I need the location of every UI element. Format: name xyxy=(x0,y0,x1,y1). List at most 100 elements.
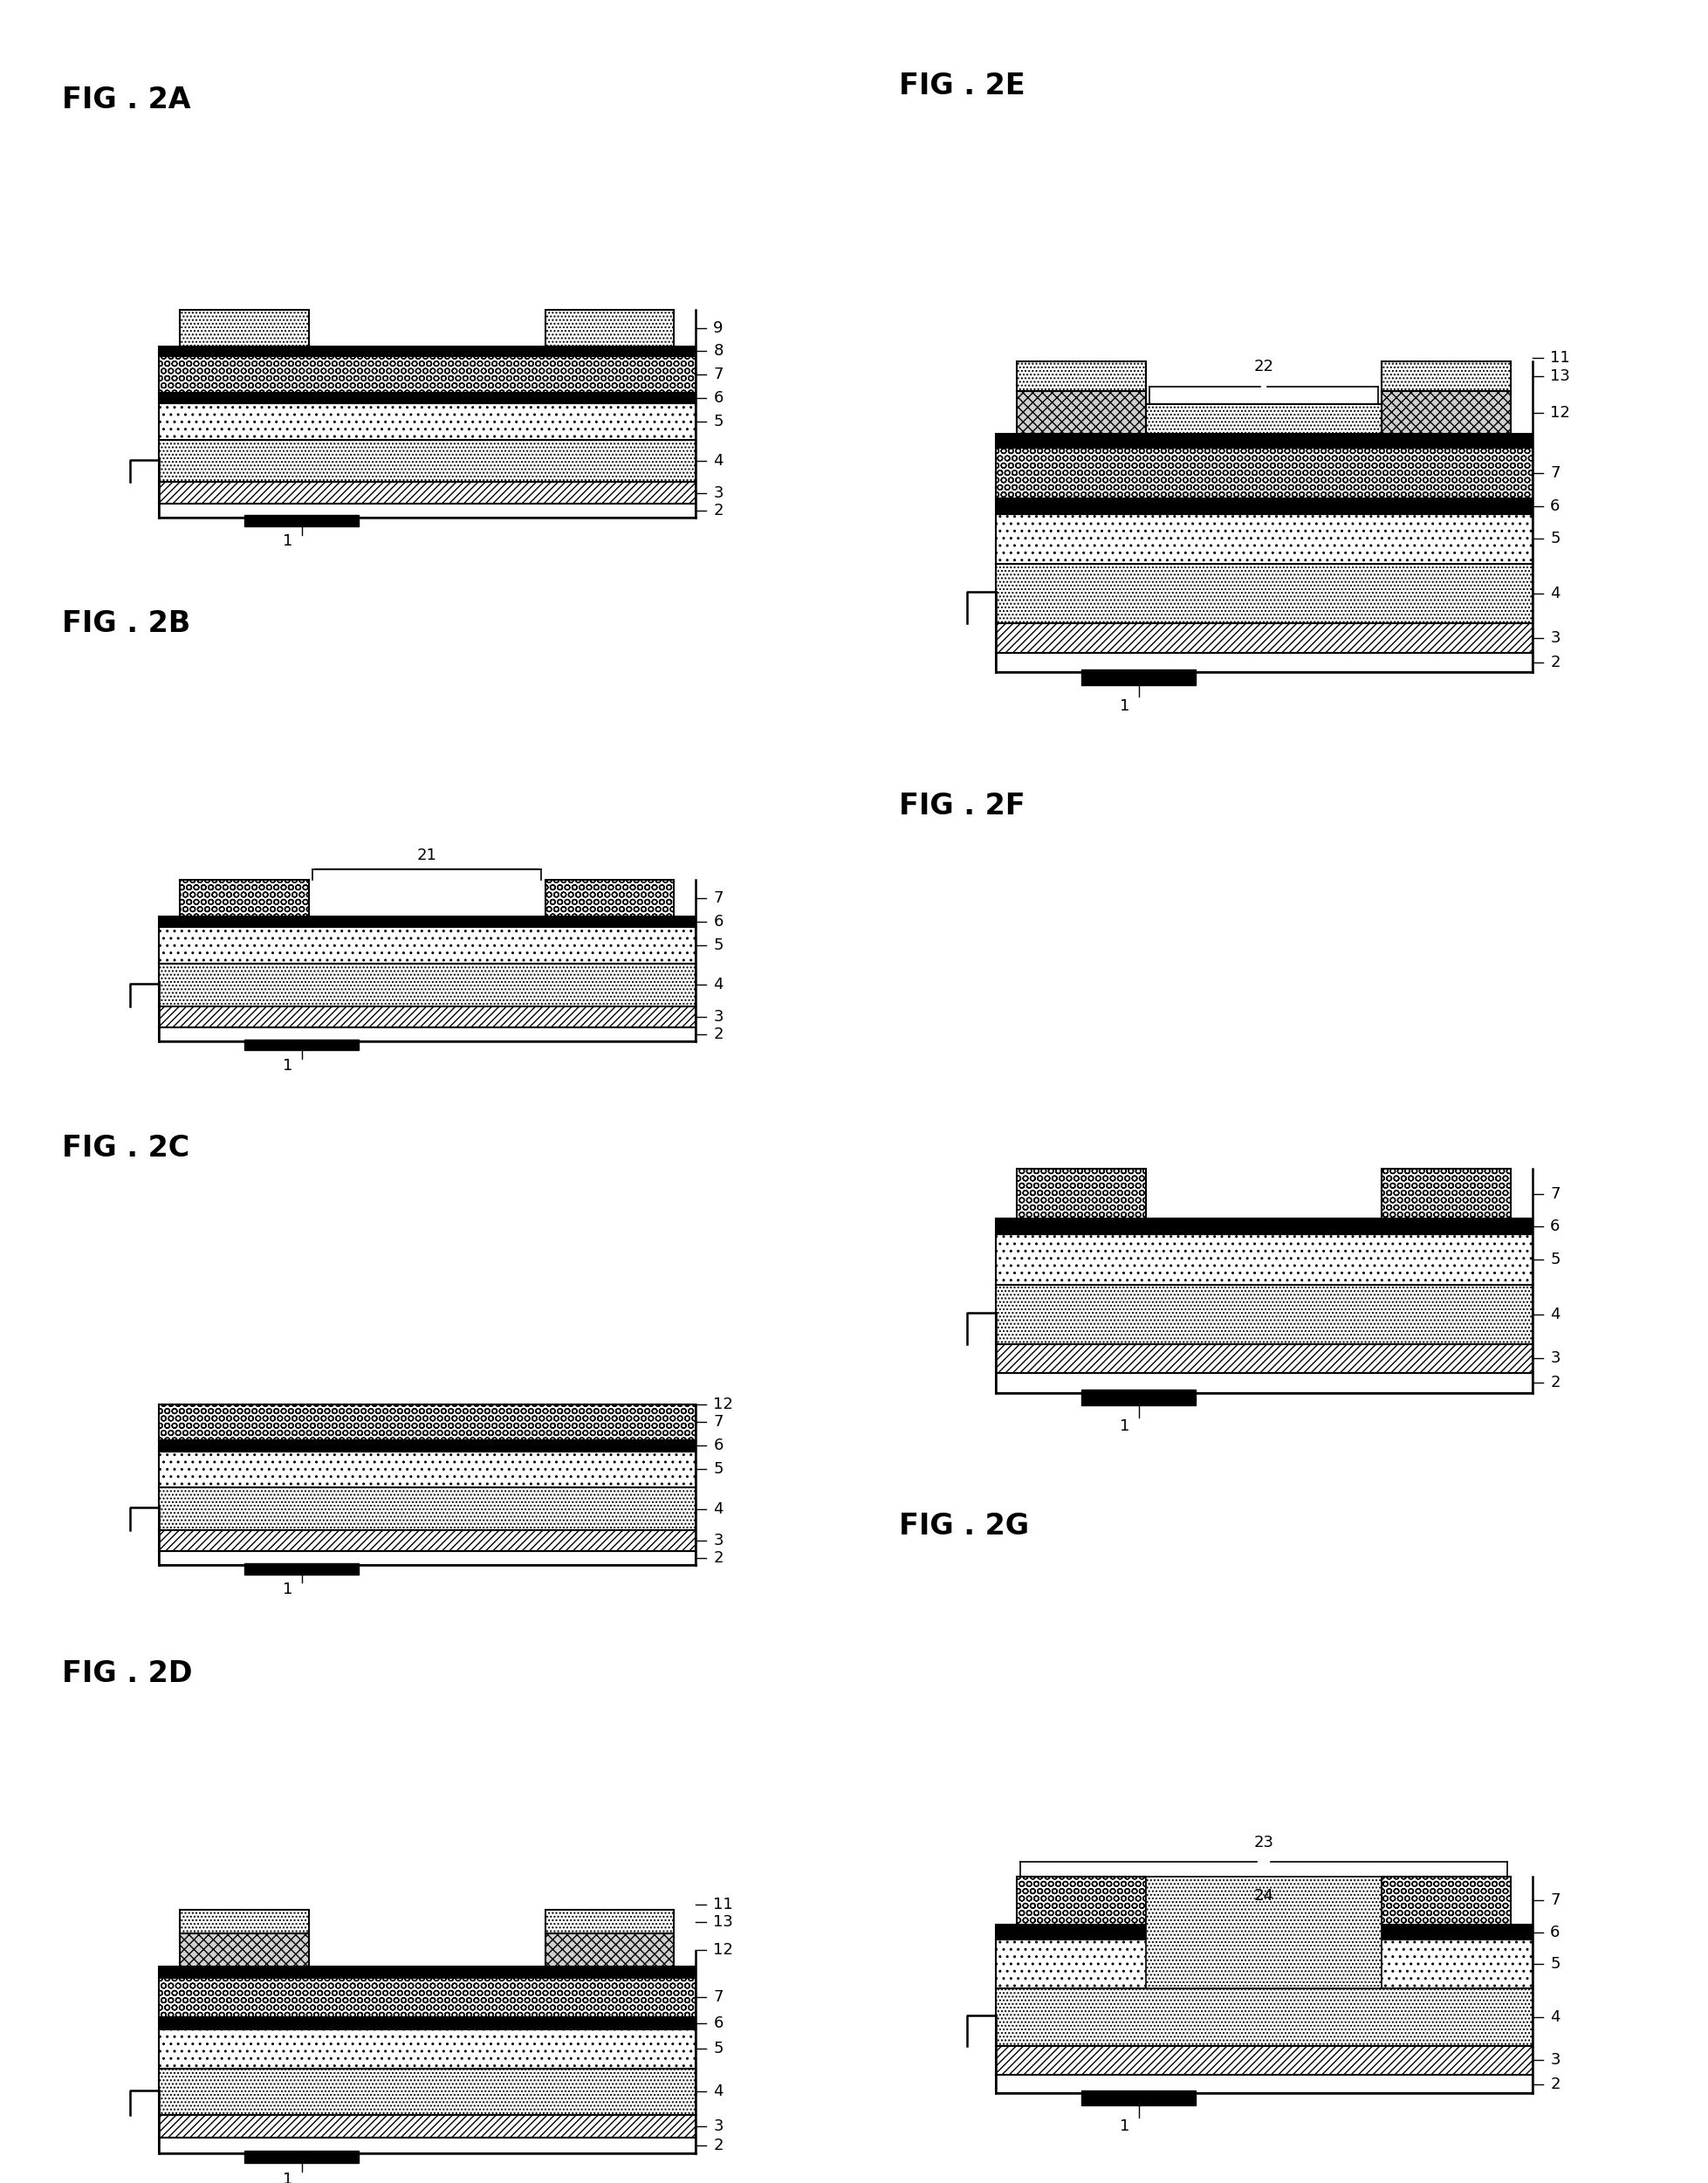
Bar xyxy=(545,310,675,347)
Text: 1: 1 xyxy=(1119,699,1129,714)
Text: 22: 22 xyxy=(1254,358,1274,375)
Bar xyxy=(159,2030,695,2069)
Bar xyxy=(159,504,695,517)
Bar xyxy=(159,1487,695,1530)
Text: 6: 6 xyxy=(1551,498,1559,513)
Text: 11: 11 xyxy=(714,1897,733,1912)
Text: 5: 5 xyxy=(714,937,722,954)
Bar xyxy=(545,880,675,917)
Bar xyxy=(996,1941,1532,1989)
Bar xyxy=(545,1934,675,1967)
Text: 5: 5 xyxy=(1551,1956,1559,1971)
Bar xyxy=(1081,670,1196,685)
Bar xyxy=(1016,362,1146,391)
Text: 2: 2 xyxy=(714,502,722,517)
Bar xyxy=(996,2045,1532,2074)
Text: 2: 2 xyxy=(714,1550,722,1565)
Bar xyxy=(996,448,1532,498)
Bar xyxy=(159,2137,695,2152)
Text: 6: 6 xyxy=(714,1439,722,1454)
Bar xyxy=(159,1552,695,1565)
Bar xyxy=(159,356,695,393)
Text: 1: 1 xyxy=(282,533,292,550)
Bar xyxy=(159,1530,695,1552)
Bar xyxy=(159,1028,695,1041)
Bar xyxy=(996,2074,1532,2093)
Text: 1: 1 xyxy=(1119,2118,1129,2133)
Bar xyxy=(996,1925,1532,1941)
Text: 12: 12 xyxy=(714,1397,733,1412)
Text: FIG . 2G: FIG . 2G xyxy=(898,1511,1028,1541)
Bar xyxy=(996,1373,1532,1393)
Text: 4: 4 xyxy=(1551,2011,1559,2026)
Text: 12: 12 xyxy=(714,1943,733,1958)
Text: 21: 21 xyxy=(417,847,437,862)
Text: 4: 4 xyxy=(1551,585,1559,603)
Bar xyxy=(1016,1168,1146,1218)
Text: 12: 12 xyxy=(1551,404,1570,421)
Text: 7: 7 xyxy=(1551,465,1559,480)
Bar xyxy=(1016,391,1146,434)
Text: 3: 3 xyxy=(714,1532,722,1548)
Text: 8: 8 xyxy=(714,343,722,358)
Text: 3: 3 xyxy=(714,485,722,500)
Bar xyxy=(996,563,1532,624)
Bar xyxy=(996,513,1532,563)
Bar xyxy=(996,624,1532,653)
Text: 4: 4 xyxy=(714,454,722,469)
Bar xyxy=(1382,1875,1512,1925)
Text: 3: 3 xyxy=(714,1009,722,1024)
Bar xyxy=(545,1910,675,1934)
Text: 3: 3 xyxy=(1551,2052,1559,2067)
Bar xyxy=(996,434,1532,448)
Text: 9: 9 xyxy=(714,321,722,336)
Text: 6: 6 xyxy=(1551,1218,1559,1233)
Bar xyxy=(1382,362,1512,391)
Text: 4: 4 xyxy=(714,1502,722,1517)
Bar xyxy=(179,880,309,917)
Text: 1: 1 xyxy=(282,1580,292,1598)
Text: 6: 6 xyxy=(714,2015,722,2030)
Text: 2: 2 xyxy=(714,2137,722,2152)
Text: 4: 4 xyxy=(714,2085,722,2100)
Text: 13: 13 xyxy=(714,1914,733,1930)
Text: 1: 1 xyxy=(1119,1419,1129,1434)
Bar xyxy=(159,917,695,928)
Bar xyxy=(159,347,695,356)
Text: FIG . 2A: FIG . 2A xyxy=(61,85,191,114)
Text: 5: 5 xyxy=(714,413,722,430)
Text: 13: 13 xyxy=(1551,369,1570,384)
Bar xyxy=(244,1563,359,1574)
Text: 6: 6 xyxy=(714,915,722,930)
Bar xyxy=(179,1910,309,1934)
Text: 7: 7 xyxy=(1551,1893,1559,1908)
Text: 3: 3 xyxy=(714,2118,722,2135)
Bar xyxy=(996,1218,1532,1233)
Bar xyxy=(159,928,695,963)
Bar xyxy=(159,404,695,439)
Text: 7: 7 xyxy=(714,1989,722,2006)
Bar xyxy=(1382,1168,1512,1218)
Text: 2: 2 xyxy=(1551,2076,1559,2091)
Bar xyxy=(996,498,1532,513)
Text: 5: 5 xyxy=(1551,530,1559,546)
Bar xyxy=(159,1452,695,1487)
Bar xyxy=(244,2150,359,2163)
Text: 23: 23 xyxy=(1254,1834,1274,1851)
Bar xyxy=(1081,2091,1196,2107)
Text: 5: 5 xyxy=(714,1460,722,1478)
Bar xyxy=(244,515,359,526)
Text: FIG . 2B: FIG . 2B xyxy=(61,609,191,637)
Bar xyxy=(1382,391,1512,434)
Bar xyxy=(1081,1391,1196,1406)
Text: 7: 7 xyxy=(714,891,722,906)
Text: FIG . 2F: FIG . 2F xyxy=(898,792,1025,821)
Bar xyxy=(996,653,1532,672)
Bar xyxy=(159,1006,695,1028)
Text: 7: 7 xyxy=(1551,1185,1559,1201)
Bar xyxy=(1016,1875,1146,1925)
Text: 4: 4 xyxy=(1551,1305,1559,1323)
Text: 5: 5 xyxy=(1551,1251,1559,1266)
Bar xyxy=(159,1967,695,1978)
Text: 6: 6 xyxy=(714,391,722,406)
